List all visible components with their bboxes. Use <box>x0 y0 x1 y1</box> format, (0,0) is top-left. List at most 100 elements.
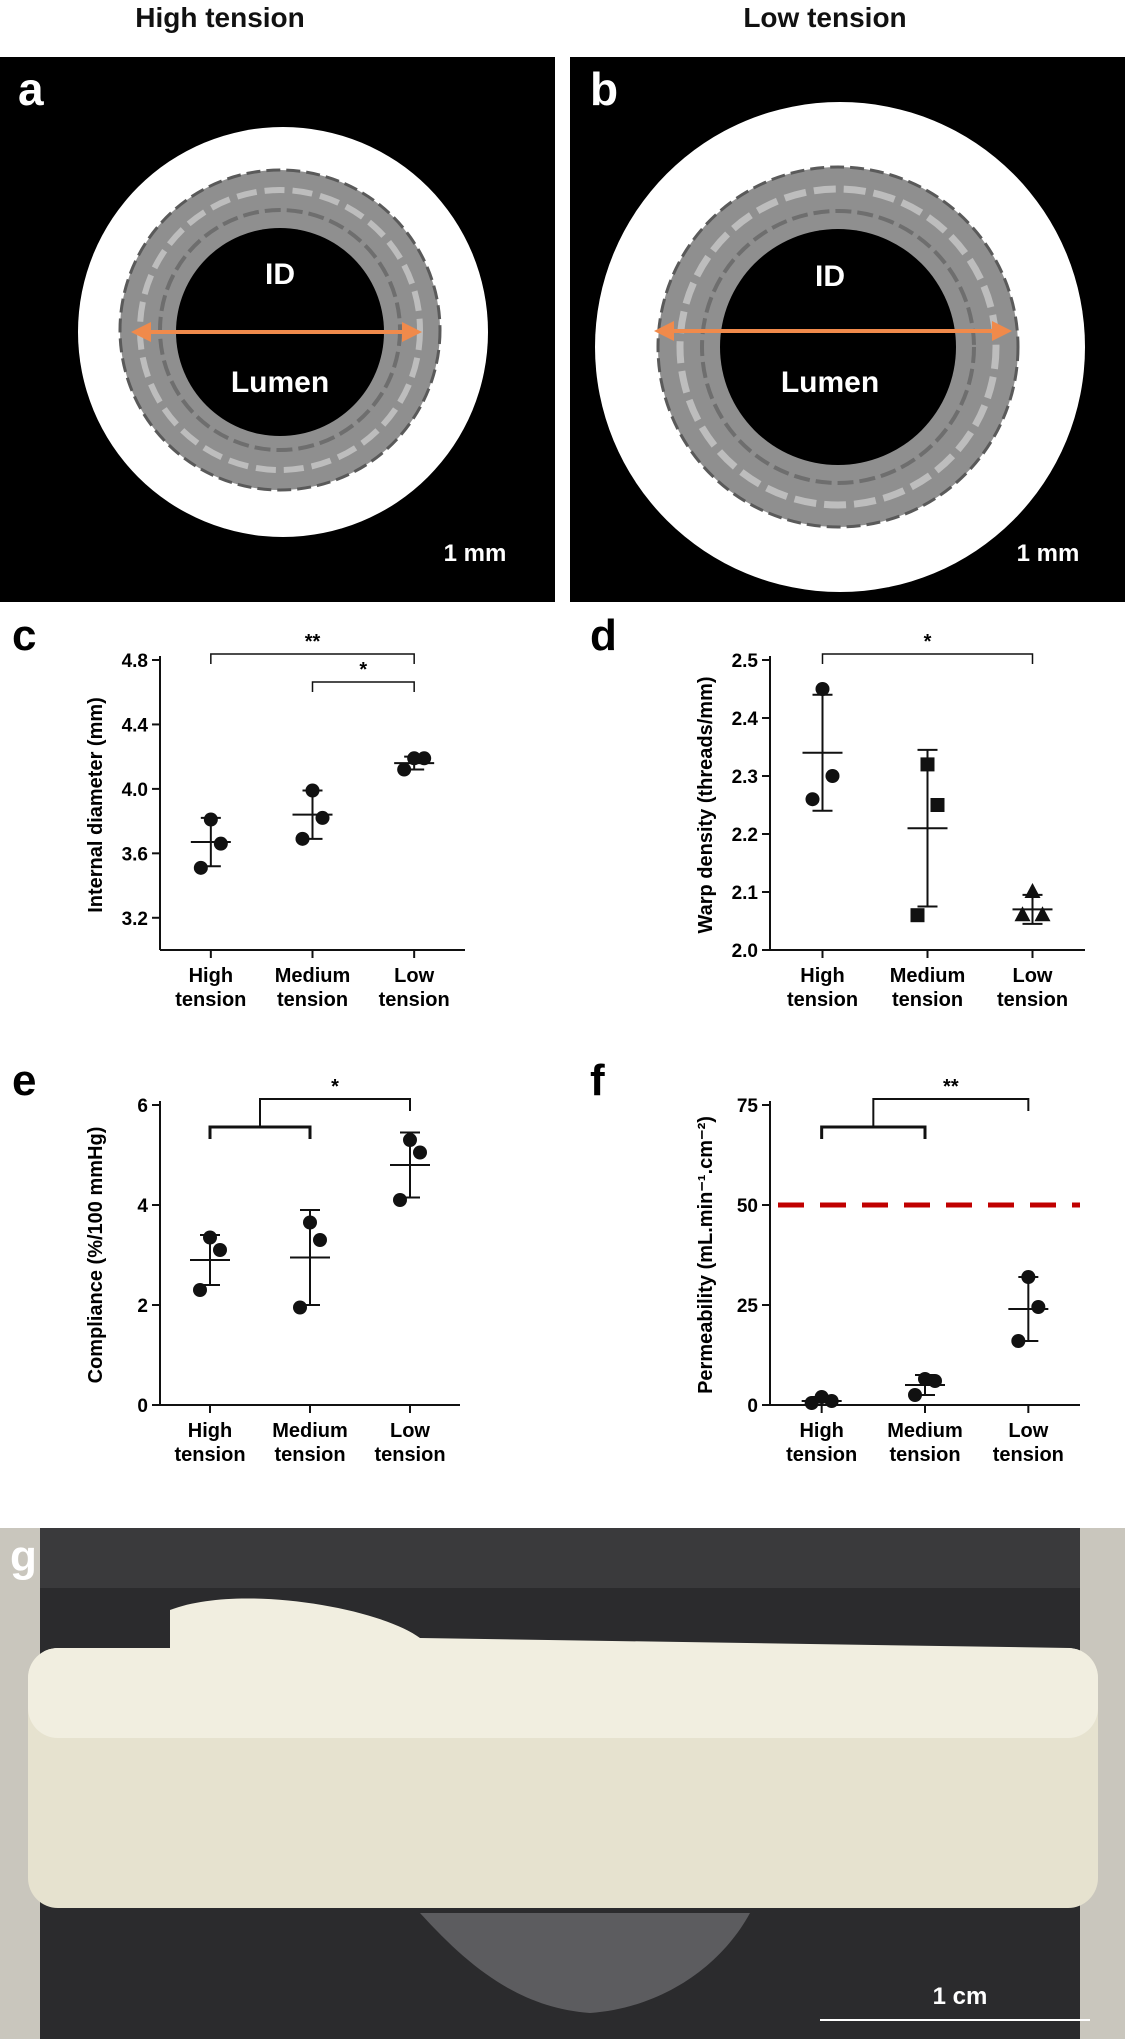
panel-b-lumen-label: Lumen <box>780 366 880 399</box>
significance-bracket <box>259 1098 411 1127</box>
chart-compliance: e 0 2 4 6 Compliance (%/100 mmHg) High tension M… <box>12 1056 460 1466</box>
y-tick-label: 75 <box>737 1096 759 1117</box>
data-point <box>825 769 840 783</box>
data-point <box>918 1372 932 1386</box>
y-tick-label: 4.4 <box>122 715 149 736</box>
data-point <box>403 1133 417 1147</box>
data-point <box>393 1193 407 1207</box>
x-tick-label: High tension <box>786 1420 857 1466</box>
data-point <box>315 810 330 825</box>
significance-bracket <box>872 1098 1030 1127</box>
data-point <box>203 1230 217 1245</box>
significance-label: * <box>924 631 932 653</box>
data-point <box>203 812 218 827</box>
data-point <box>910 908 925 923</box>
data-point <box>303 1215 317 1230</box>
y-tick-label: 50 <box>737 1196 758 1217</box>
y-axis-label: Permeability (mL.min⁻¹.cm⁻²) <box>695 1116 717 1394</box>
panel-a-lumen-label: Lumen <box>230 366 330 399</box>
chart-permeability: f 0 25 50 75 Permeability (mL.min⁻¹.cm⁻²) High… <box>590 1056 1080 1466</box>
panel-letter: e <box>12 1056 36 1105</box>
graft-photo <box>0 1528 1125 2039</box>
y-tick-label: 2.1 <box>732 883 759 904</box>
panel-a-image <box>0 57 555 636</box>
y-tick-label: 2.0 <box>732 941 758 962</box>
data-point <box>213 1243 227 1257</box>
significance-label: * <box>359 659 367 681</box>
data-point <box>313 1233 327 1247</box>
x-tick-label: Low tension <box>379 965 450 1011</box>
data-point <box>920 757 935 772</box>
x-tick-label: High tension <box>174 1420 245 1466</box>
chart-internal-diameter: c 3.2 3.6 4.0 4.4 4.8 Internal diameter (mm) Hi… <box>12 611 465 1011</box>
data-point <box>417 751 432 766</box>
x-tick-label: Low tension <box>997 965 1068 1011</box>
y-tick-label: 25 <box>737 1296 759 1317</box>
data-point <box>814 1390 829 1404</box>
y-axis-label: Compliance (%/100 mmHg) <box>85 1127 107 1384</box>
significance-bracket <box>210 653 415 664</box>
data-point <box>305 783 320 798</box>
panel-a-scalebar-label: 1 mm <box>443 540 507 567</box>
panel-letter: c <box>12 611 36 660</box>
panel-b-scalebar-label: 1 mm <box>1016 540 1080 567</box>
data-point <box>1011 1334 1026 1348</box>
y-tick-label: 3.6 <box>122 844 148 865</box>
significance-label: ** <box>305 631 321 653</box>
lumen <box>720 229 956 465</box>
data-point <box>193 860 208 875</box>
panel-b-letter: b <box>590 63 619 115</box>
y-tick-label: 0 <box>137 1396 148 1417</box>
data-point <box>1034 906 1051 922</box>
panel-b-header: Low tension <box>743 2 907 33</box>
charts-canvas: c 3.2 3.6 4.0 4.4 4.8 Internal diameter (mm) Hi… <box>12 611 1085 1466</box>
x-tick-label: Low tension <box>993 1420 1064 1466</box>
panel-a-header: High tension <box>135 2 305 33</box>
panel-a-id-label: ID <box>265 258 295 291</box>
data-point <box>397 762 412 777</box>
tube-cross-section-low-tension <box>595 102 1085 636</box>
fluid-droplet <box>420 1913 750 2013</box>
significance-bracket <box>821 653 1034 664</box>
data-point <box>213 836 228 851</box>
panel-g-photo <box>0 1528 1125 2039</box>
panel-letter: d <box>590 611 617 660</box>
data-point <box>413 1145 427 1160</box>
x-tick-label: Medium tension <box>887 1420 963 1466</box>
data-point <box>1024 883 1041 898</box>
x-tick-label: High tension <box>175 965 246 1011</box>
x-tick-label: Low tension <box>374 1420 445 1466</box>
y-axis-label: Internal diameter (mm) <box>85 697 107 913</box>
significance-bracket <box>208 1125 312 1139</box>
data-point <box>1014 906 1031 922</box>
significance-bracket <box>820 1125 927 1139</box>
data-point <box>805 792 820 807</box>
x-tick-label: High tension <box>787 965 858 1011</box>
data-point <box>930 798 945 812</box>
data-point <box>293 1300 307 1315</box>
y-tick-label: 6 <box>137 1096 148 1117</box>
panel-g-letter: g <box>10 1532 37 1581</box>
significance-bracket <box>311 681 415 692</box>
panel-g-scalebar-label: 1 cm <box>932 1983 988 2010</box>
y-tick-label: 4.0 <box>122 780 148 801</box>
y-axis-label: Warp density (threads/mm) <box>695 676 717 933</box>
data-point <box>407 751 422 766</box>
y-tick-label: 2.5 <box>732 651 759 672</box>
significance-label: * <box>331 1076 339 1098</box>
y-tick-label: 2.3 <box>732 767 758 788</box>
tube-cross-section-high-tension <box>78 127 512 636</box>
x-tick-label: Medium tension <box>272 1420 348 1466</box>
x-tick-label: Medium tension <box>890 965 966 1011</box>
chart-warp-density: d 2.0 2.1 2.2 2.3 2.4 2.5 Warp density (threads… <box>590 611 1085 1011</box>
panel-letter: f <box>590 1056 605 1105</box>
data-point <box>193 1283 207 1297</box>
y-tick-label: 4.8 <box>122 651 148 672</box>
data-point <box>908 1388 922 1402</box>
data-point <box>815 682 830 696</box>
data-point <box>1021 1270 1036 1284</box>
panel-b-id-label: ID <box>815 260 845 293</box>
y-tick-label: 2 <box>137 1296 148 1317</box>
y-tick-label: 4 <box>137 1196 148 1217</box>
panel-b-image <box>570 57 1125 636</box>
